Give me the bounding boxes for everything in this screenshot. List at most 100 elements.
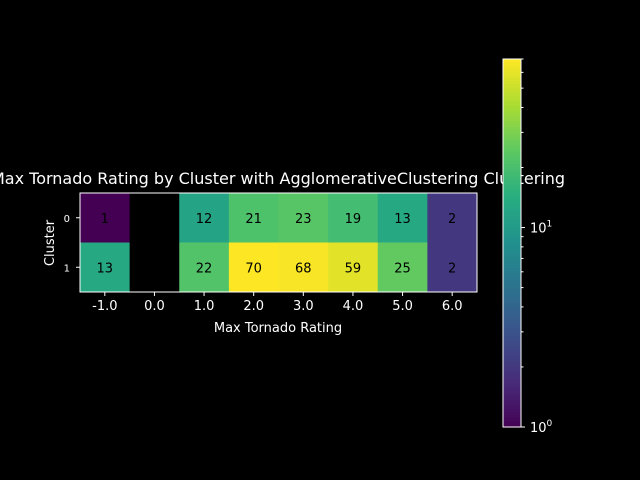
- colorbar-segment: [503, 301, 521, 305]
- colorbar-segment: [503, 151, 521, 155]
- colorbar-segment: [503, 359, 521, 364]
- colorbar-segment: [503, 80, 521, 85]
- colorbar-segment: [503, 181, 521, 186]
- colorbar-segment: [503, 129, 521, 134]
- colorbar-segment: [503, 206, 521, 210]
- colorbar-segment: [503, 405, 521, 410]
- colorbar-segment: [503, 387, 521, 391]
- cell-value-label: 59: [345, 261, 362, 276]
- colorbar-segment: [503, 362, 521, 367]
- colorbar-segment: [503, 298, 521, 302]
- x-tick-label: 5.0: [392, 299, 413, 314]
- colorbar-segment: [503, 239, 521, 244]
- colorbar-frame: [502, 58, 522, 428]
- colorbar-segment: [503, 218, 521, 223]
- colorbar-segment: [503, 157, 521, 161]
- colorbar-segment: [503, 350, 521, 354]
- colorbar-segment: [503, 114, 521, 118]
- colorbar-segment: [503, 126, 521, 131]
- colorbar-segment: [503, 344, 521, 348]
- colorbar-segment: [503, 310, 521, 315]
- colorbar-segment: [503, 197, 521, 201]
- colorbar-segment: [503, 65, 521, 69]
- colorbar-segment: [503, 224, 521, 229]
- colorbar-segment: [503, 252, 521, 256]
- colorbar-segment: [503, 71, 521, 75]
- colorbar-segment: [503, 243, 521, 247]
- colorbar-segment: [503, 285, 521, 290]
- colorbar-segment: [503, 190, 521, 195]
- colorbar: 100 101: [502, 58, 553, 436]
- colorbar-segment: [503, 402, 521, 407]
- colorbar-segment: [503, 230, 521, 235]
- cell-value-label: 21: [245, 212, 262, 227]
- colorbar-segment: [503, 307, 521, 312]
- colorbar-segment: [503, 417, 521, 422]
- x-tick-label: 6.0: [442, 299, 463, 314]
- heatmap-cell: [80, 242, 131, 293]
- colorbar-segment: [503, 316, 521, 321]
- colorbar-segment: [503, 89, 521, 94]
- heatmap-cell: [129, 242, 180, 293]
- y-tick-label: 1: [64, 263, 70, 274]
- heatmap-cell: [129, 193, 180, 243]
- x-tick-label: 4.0: [343, 299, 364, 314]
- colorbar-segment: [503, 267, 521, 272]
- colorbar-segment: [503, 377, 521, 382]
- colorbar-segment: [503, 74, 521, 78]
- cell-value-label: 70: [245, 261, 262, 276]
- colorbar-segment: [503, 200, 521, 204]
- heatmap-cell: [179, 242, 230, 293]
- colorbar-segment: [503, 62, 521, 66]
- y-axis-label: Cluster: [43, 219, 58, 266]
- colorbar-segment: [503, 264, 521, 269]
- colorbar-segment: [503, 138, 521, 143]
- colorbar-segment: [503, 169, 521, 174]
- colorbar-segment: [503, 187, 521, 192]
- colorbar-segment: [503, 341, 521, 345]
- colorbar-segment: [503, 371, 521, 376]
- colorbar-segment: [503, 295, 521, 299]
- y-axis-ticks: 01: [64, 214, 80, 274]
- colorbar-segment: [503, 221, 521, 226]
- heatmap-cell: [377, 193, 428, 243]
- colorbar-segment: [503, 105, 521, 109]
- heatmap-cell: [427, 193, 478, 243]
- colorbar-segment: [503, 276, 521, 281]
- colorbar-segment: [503, 279, 521, 284]
- colorbar-segment: [503, 249, 521, 253]
- colorbar-segment: [503, 289, 521, 293]
- colorbar-segment: [503, 368, 521, 373]
- cell-value-label: 13: [97, 261, 114, 276]
- colorbar-segment: [503, 258, 521, 262]
- colorbar-segment: [503, 414, 521, 419]
- colorbar-segment: [503, 236, 521, 241]
- cell-value-label: 19: [345, 212, 362, 227]
- colorbar-tick-label: 100: [530, 419, 553, 436]
- colorbar-segment: [503, 132, 521, 137]
- colorbar-segment: [503, 270, 521, 275]
- colorbar-segment: [503, 135, 521, 140]
- x-tick-label: 0.0: [144, 299, 165, 314]
- x-axis-ticks: -1.0 0.0 1.0 2.0 3.0 4.0 5.0 6.0: [92, 292, 463, 314]
- heatmap-cell: [80, 193, 131, 243]
- heatmap-cell: [179, 193, 230, 243]
- colorbar-segment: [503, 154, 521, 158]
- colorbar-segment: [503, 68, 521, 72]
- colorbar-segment: [503, 193, 521, 198]
- cell-value-label: 2: [448, 212, 456, 227]
- colorbar-segment: [503, 381, 521, 385]
- heatmap-cell: [377, 242, 428, 293]
- colorbar-segment: [503, 393, 521, 397]
- heatmap-cell: [328, 242, 379, 293]
- plot-frame: [79, 192, 478, 293]
- colorbar-segment: [503, 203, 521, 207]
- colorbar-segment: [503, 347, 521, 351]
- colorbar-segment: [503, 77, 521, 82]
- cell-value-label: 23: [295, 212, 312, 227]
- colorbar-segment: [503, 390, 521, 394]
- colorbar-segment: [503, 212, 521, 216]
- colorbar-segment: [503, 325, 521, 330]
- colorbar-segment: [503, 322, 521, 327]
